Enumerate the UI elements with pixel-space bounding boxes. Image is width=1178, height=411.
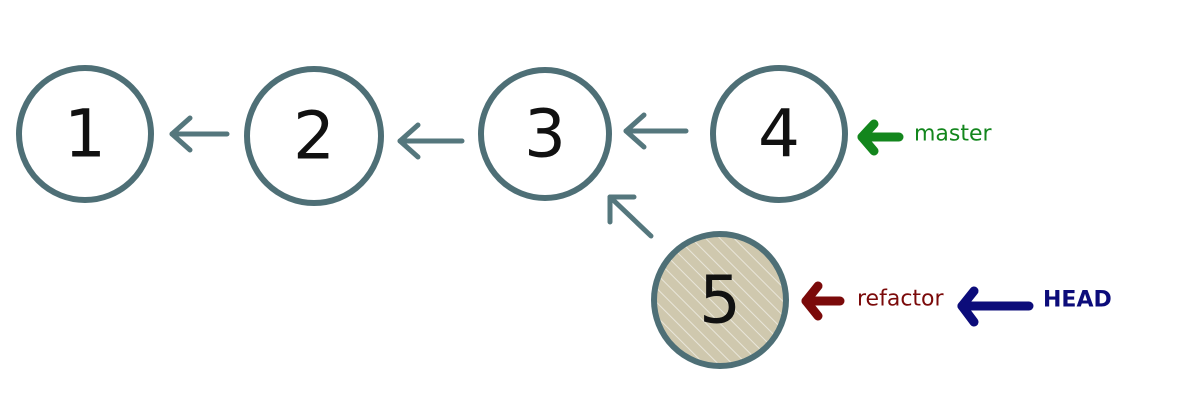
edge-arrow-5-to-3 — [607, 194, 654, 239]
edge-arrows — [169, 112, 689, 239]
commit-label-2: 2 — [293, 98, 335, 175]
master-label: master — [914, 122, 993, 147]
commit-label-4: 4 — [758, 96, 800, 173]
commit-label-5: 5 — [699, 262, 741, 339]
commit-node-1: 1 — [16, 65, 154, 203]
commit-node-5: 5 — [651, 231, 789, 369]
commit-circle — [710, 65, 848, 203]
edge-arrow-3-to-2 — [397, 122, 465, 160]
commit-node-3: 3 — [478, 67, 612, 201]
ref-head: HEAD — [957, 286, 1112, 327]
refactor-label: refactor — [857, 287, 945, 312]
commit-node-4: 4 — [710, 65, 848, 203]
commit-circle — [244, 66, 384, 206]
commit-label-3: 3 — [524, 96, 566, 173]
master-arrow-icon — [857, 119, 904, 156]
commit-circle — [478, 67, 612, 201]
commit-label-1: 1 — [64, 96, 106, 173]
commit-circle — [16, 65, 154, 203]
edge-arrow-4-to-3 — [623, 112, 689, 150]
head-arrow-icon — [957, 286, 1034, 327]
head-label: HEAD — [1043, 288, 1112, 313]
ref-master: master — [857, 119, 993, 156]
edge-arrow-2-to-1 — [169, 115, 230, 153]
commit-node-2: 2 — [244, 66, 384, 206]
commit-circle-highlighted — [651, 231, 789, 369]
refactor-arrow-icon — [801, 281, 845, 321]
ref-refactor: refactor — [801, 281, 945, 321]
